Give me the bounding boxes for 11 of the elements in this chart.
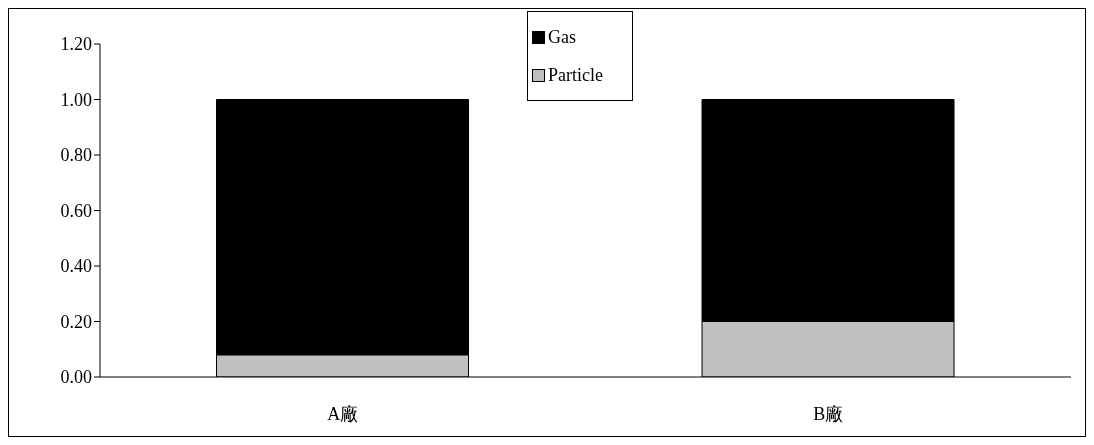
y-tick-label: 1.20 <box>60 34 92 55</box>
y-tick-label: 1.00 <box>60 89 92 110</box>
y-tick-label: 0.00 <box>60 367 92 388</box>
y-tick-label: 0.60 <box>60 200 92 221</box>
x-tick-label: A廠 <box>327 403 359 424</box>
y-tick-label: 0.20 <box>60 311 92 332</box>
y-tick-label: 0.80 <box>60 145 92 166</box>
legend-label: Particle <box>548 64 603 87</box>
x-tick-label: B廠 <box>813 403 844 424</box>
y-tick-label: 0.40 <box>60 256 92 277</box>
legend-label: Gas <box>548 26 576 49</box>
